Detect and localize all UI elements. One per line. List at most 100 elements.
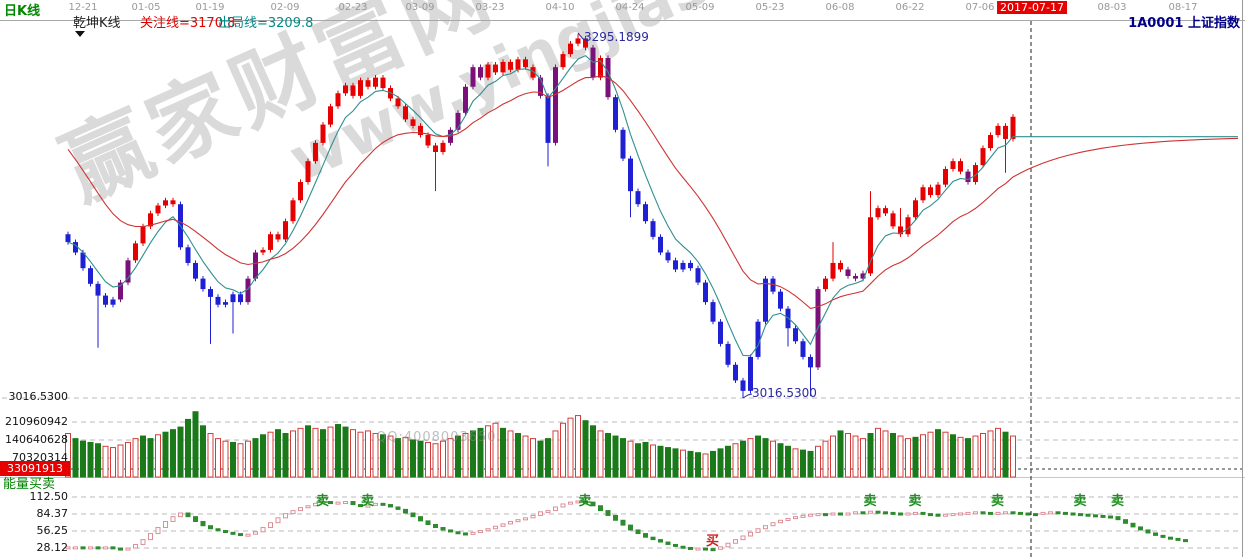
volume-bar: [987, 430, 994, 478]
volume-bar: [882, 430, 889, 478]
indicator-bar: [995, 511, 1001, 515]
indicator-bar: [973, 511, 978, 515]
indicator-bar: [703, 547, 708, 551]
indicator-bar: [1010, 511, 1016, 515]
candle-body: [1003, 125, 1008, 139]
indicator-bar: [658, 539, 663, 543]
volume-bar: [477, 427, 484, 478]
indicator-bar: [238, 533, 243, 537]
indicator-bar: [568, 501, 573, 505]
indicator-bar: [200, 520, 206, 527]
indicator-bar: [403, 508, 408, 514]
candle-body: [433, 145, 438, 153]
indicator-bar: [590, 501, 596, 507]
candle-body: [703, 282, 708, 303]
indicator-bar: [545, 510, 551, 514]
candle-body: [928, 187, 933, 196]
volume-bar: [140, 435, 146, 478]
indicator-bar: [988, 511, 993, 515]
indicator-bar: [695, 547, 701, 551]
candle-body: [710, 302, 716, 322]
indicator-bar: [1055, 511, 1061, 515]
indicator-title[interactable]: 能量买卖: [3, 477, 56, 492]
indicator-bar: [185, 512, 191, 518]
ma-long-line: [67, 75, 1239, 310]
chevron-down-icon[interactable]: [75, 31, 85, 37]
volume-bar: [822, 440, 829, 478]
candle-body: [838, 262, 843, 270]
indicator-scale-4: 28.12: [36, 541, 69, 554]
indicator-bar: [853, 511, 858, 515]
indicator-bar: [1025, 512, 1031, 516]
indicator-bar: [935, 513, 941, 517]
volume-bar: [950, 434, 956, 478]
volume-bar: [245, 440, 251, 478]
volume-bar: [177, 426, 184, 478]
candle-body: [950, 161, 956, 169]
indicator-selector[interactable]: 乾坤K线: [73, 16, 121, 31]
indicator-bar: [1085, 513, 1091, 517]
candle-body: [155, 205, 161, 214]
ma-short-line: [67, 54, 1238, 357]
volume-bar: [777, 443, 784, 478]
indicator-bar: [500, 523, 506, 527]
candle-body: [290, 200, 296, 222]
candle-body: [598, 58, 603, 78]
volume-bar: [500, 427, 506, 478]
candle-body: [245, 278, 251, 303]
volume-bar: [965, 438, 971, 478]
volume-bar: [665, 447, 671, 478]
annotation-connectors: [577, 32, 753, 399]
indicator-bar: [598, 505, 603, 512]
indicator-bar: [763, 525, 768, 530]
volume-bar: [792, 448, 799, 478]
candle-body: [193, 262, 198, 279]
candle-body: [868, 217, 873, 274]
volume-bar: [185, 418, 191, 478]
volume-bar: [447, 438, 454, 478]
axis-date: 06-22: [895, 2, 925, 13]
indicator-bar: [463, 532, 468, 536]
volume-bar: [117, 444, 124, 478]
volume-bar: [515, 432, 521, 478]
indicator-bar: [155, 527, 161, 535]
indicator-bar: [778, 519, 783, 524]
volume-bar: [425, 441, 431, 478]
indicator-bar: [1070, 512, 1076, 516]
candle-body: [350, 85, 356, 96]
indicator-bar: [478, 530, 483, 534]
indicator-bar: [920, 511, 926, 515]
indicator-bar: [283, 513, 288, 519]
candle-body: [635, 191, 641, 205]
volume-bar: [860, 438, 866, 478]
volume-bar: [980, 432, 986, 478]
indicator-bar: [860, 511, 866, 515]
volume-bar: [927, 431, 934, 478]
indicator-bar: [418, 516, 423, 522]
indicator-bar: [538, 511, 543, 516]
volume-bar: [890, 432, 896, 478]
indicator-bar: [118, 547, 123, 551]
indicator-bar: [1183, 539, 1188, 543]
indicator-bar: [560, 503, 566, 508]
candle-body: [88, 268, 93, 284]
axis-date-current: 2017-07-17: [997, 1, 1067, 14]
candle-body: [320, 124, 326, 143]
indicator-bar: [620, 519, 626, 526]
indicator-bar: [950, 513, 956, 517]
candle-body: [695, 268, 701, 283]
volume-bar: [995, 427, 1001, 478]
volume-bar: [492, 422, 499, 478]
indicator-bar: [305, 505, 311, 509]
volume-bar: [387, 435, 394, 478]
volume-bar: [582, 420, 589, 478]
candle-body: [515, 59, 521, 70]
attention-line-value: 关注线=3170.8: [140, 16, 236, 31]
indicator-bar: [65, 546, 71, 550]
candle-body: [688, 262, 693, 269]
candle-body: [260, 249, 266, 253]
volume-bar: [320, 429, 326, 478]
volume-bar: [1010, 435, 1016, 478]
indicator-bar: [808, 513, 813, 517]
